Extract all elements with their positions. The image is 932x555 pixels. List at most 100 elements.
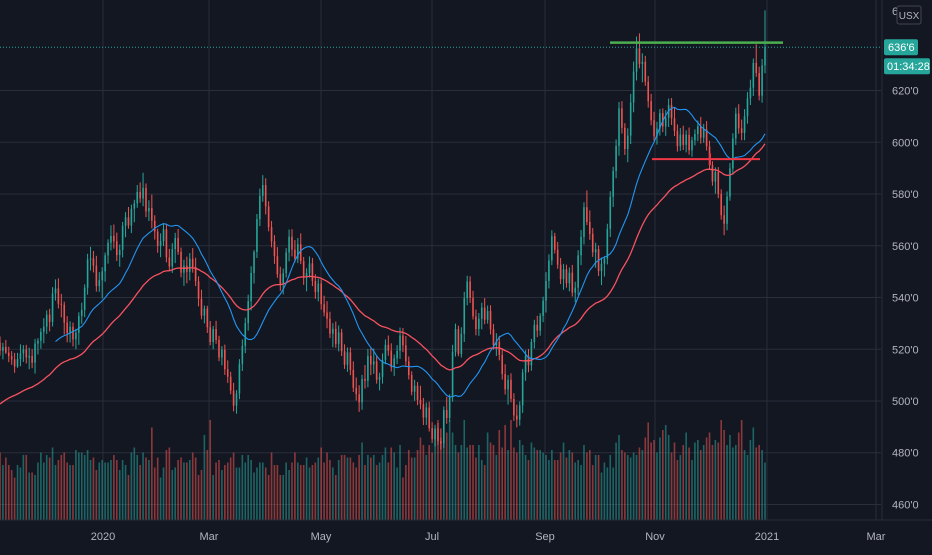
candle-body[interactable] — [635, 48, 638, 72]
candle-body[interactable] — [282, 273, 285, 285]
candle-body[interactable] — [702, 129, 705, 138]
candle-body[interactable] — [574, 287, 577, 293]
candle-body[interactable] — [326, 312, 328, 319]
candle-body[interactable] — [224, 349, 226, 370]
candle-body[interactable] — [349, 352, 352, 370]
candle-body[interactable] — [638, 48, 641, 64]
candle-body[interactable] — [457, 329, 460, 354]
candle-body[interactable] — [364, 379, 366, 381]
candle-body[interactable] — [45, 314, 48, 327]
candle-body[interactable] — [19, 353, 22, 360]
time-axis[interactable]: 2020 Mar May Jul Sep Nov 2021 Mar — [0, 519, 932, 550]
candle-body[interactable] — [153, 220, 156, 232]
candle-body[interactable] — [13, 359, 16, 367]
candle-body[interactable] — [60, 303, 63, 305]
candle-body[interactable] — [133, 203, 136, 209]
candle-body[interactable] — [539, 315, 541, 331]
candle-body[interactable] — [764, 47, 766, 66]
candle-body[interactable] — [25, 349, 28, 358]
candle-body[interactable] — [612, 171, 614, 197]
candle-body[interactable] — [332, 328, 334, 334]
candle-body[interactable] — [606, 228, 609, 259]
candle-body[interactable] — [734, 113, 737, 139]
candle-body[interactable] — [761, 65, 763, 96]
candle-body[interactable] — [305, 273, 308, 278]
candle-body[interactable] — [478, 318, 480, 330]
candle-body[interactable] — [489, 310, 492, 330]
candle-body[interactable] — [256, 219, 258, 252]
candle-body[interactable] — [302, 261, 305, 278]
candle-body[interactable] — [107, 242, 109, 256]
candle-body[interactable] — [244, 323, 247, 346]
candle-body[interactable] — [732, 138, 734, 169]
candle-body[interactable] — [513, 398, 515, 416]
candle-body[interactable] — [662, 113, 664, 127]
candle-body[interactable] — [580, 236, 582, 256]
candle-body[interactable] — [5, 346, 7, 353]
candle-body[interactable] — [329, 318, 331, 334]
candle-body[interactable] — [337, 332, 340, 344]
candle-body[interactable] — [743, 116, 746, 133]
candle-body[interactable] — [524, 355, 527, 373]
candle-body[interactable] — [136, 191, 139, 204]
candle-body[interactable] — [285, 252, 287, 274]
candle-body[interactable] — [113, 235, 115, 242]
candle-body[interactable] — [647, 81, 650, 102]
candle-body[interactable] — [226, 369, 229, 377]
candle-body[interactable] — [460, 333, 463, 354]
candle-body[interactable] — [171, 249, 174, 267]
candle-body[interactable] — [425, 407, 428, 418]
candle-body[interactable] — [399, 335, 401, 351]
candle-body[interactable] — [311, 263, 314, 281]
candle-body[interactable] — [358, 394, 360, 403]
candle-body[interactable] — [98, 280, 101, 287]
candle-body[interactable] — [407, 361, 410, 376]
candle-body[interactable] — [232, 390, 235, 406]
candle-body[interactable] — [276, 256, 279, 275]
candle-body[interactable] — [78, 315, 80, 333]
candle-body[interactable] — [31, 355, 33, 363]
candle-body[interactable] — [483, 307, 486, 320]
candle-body[interactable] — [533, 324, 536, 343]
candle-body[interactable] — [717, 172, 720, 195]
candle-body[interactable] — [183, 265, 185, 273]
candle-body[interactable] — [568, 272, 571, 284]
candle-body[interactable] — [352, 369, 355, 388]
candle-body[interactable] — [361, 379, 363, 403]
candle-body[interactable] — [83, 287, 86, 310]
candle-body[interactable] — [714, 172, 717, 182]
candle-body[interactable] — [314, 280, 317, 293]
candle-body[interactable] — [413, 385, 416, 392]
candle-body[interactable] — [740, 128, 743, 133]
candle-body[interactable] — [343, 351, 346, 365]
candle-body[interactable] — [396, 350, 398, 359]
candle-body[interactable] — [63, 304, 66, 323]
candle-body[interactable] — [375, 361, 378, 380]
candle-body[interactable] — [659, 113, 661, 129]
candle-body[interactable] — [594, 249, 597, 253]
candle-body[interactable] — [437, 428, 439, 442]
candle-body[interactable] — [676, 130, 679, 147]
candle-body[interactable] — [451, 351, 454, 398]
candle-body[interactable] — [299, 244, 302, 262]
candle-body[interactable] — [562, 269, 565, 280]
candle-body[interactable] — [518, 405, 521, 420]
candle-body[interactable] — [340, 332, 343, 352]
candle-body[interactable] — [291, 236, 293, 250]
candle-body[interactable] — [393, 358, 395, 368]
candle-body[interactable] — [261, 184, 264, 196]
candle-body[interactable] — [127, 217, 130, 226]
candle-body[interactable] — [22, 349, 25, 354]
candle-body[interactable] — [57, 288, 60, 304]
candle-body[interactable] — [121, 225, 124, 250]
candle-body[interactable] — [603, 258, 606, 264]
candle-body[interactable] — [469, 281, 471, 298]
candle-body[interactable] — [545, 280, 547, 301]
candle-body[interactable] — [758, 72, 760, 96]
candle-body[interactable] — [48, 314, 51, 322]
candle-body[interactable] — [755, 62, 758, 73]
candle-body[interactable] — [548, 260, 550, 281]
candle-body[interactable] — [145, 187, 147, 212]
